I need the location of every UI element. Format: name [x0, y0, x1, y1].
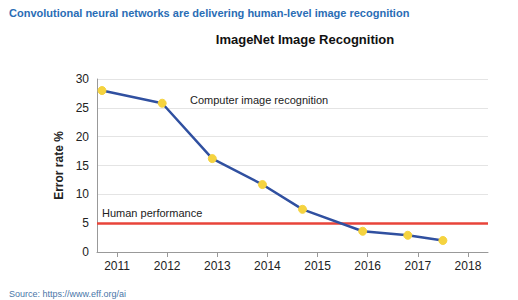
svg-text:Convolutional neural networks: Convolutional neural networks are delive…: [9, 7, 410, 19]
svg-text:2012: 2012: [154, 259, 181, 273]
svg-text:10: 10: [76, 187, 90, 201]
svg-text:Error rate %: Error rate %: [52, 131, 66, 200]
svg-text:25: 25: [76, 101, 90, 115]
svg-text:15: 15: [76, 159, 90, 173]
svg-text:Computer image recognition: Computer image recognition: [190, 94, 328, 106]
svg-text:0: 0: [82, 245, 89, 259]
svg-text:ImageNet Image Recognition: ImageNet Image Recognition: [216, 32, 394, 47]
svg-text:2011: 2011: [104, 259, 130, 273]
svg-text:20: 20: [76, 130, 90, 144]
svg-text:2014: 2014: [254, 259, 281, 273]
svg-text:2016: 2016: [354, 259, 381, 273]
svg-text:5: 5: [82, 216, 89, 230]
svg-text:30: 30: [76, 72, 90, 86]
svg-text:Human performance: Human performance: [102, 207, 202, 219]
svg-text:2015: 2015: [304, 259, 331, 273]
svg-text:2013: 2013: [204, 259, 231, 273]
svg-text:Source: https://www.eff.org/ai: Source: https://www.eff.org/ai: [9, 289, 126, 299]
svg-text:2018: 2018: [455, 259, 482, 273]
svg-text:2017: 2017: [404, 259, 431, 273]
